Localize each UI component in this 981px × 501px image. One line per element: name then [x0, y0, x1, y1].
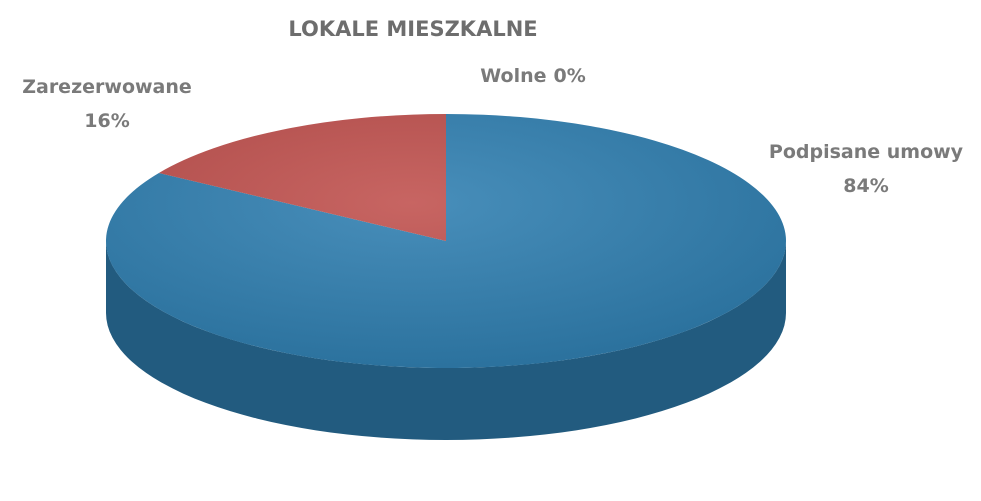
label: Wolne 0% — [480, 65, 586, 87]
label-name: Podpisane umowy — [769, 141, 964, 163]
label-name: Wolne — [480, 65, 546, 87]
data-label: Podpisane umowy 84% — [769, 141, 964, 197]
data-label: Zarezerwowane 16% — [22, 76, 192, 132]
label-value: 84% — [843, 175, 888, 197]
slice-side — [106, 241, 786, 440]
label-value: 16% — [84, 110, 129, 132]
label-value: 0% — [554, 65, 586, 87]
chart-title: LOKALE MIESZKALNE — [288, 17, 537, 41]
label-name: Zarezerwowane — [22, 76, 192, 98]
slice-shade — [106, 114, 786, 368]
pie — [105, 114, 787, 440]
data-label: Wolne 0% — [480, 65, 586, 87]
